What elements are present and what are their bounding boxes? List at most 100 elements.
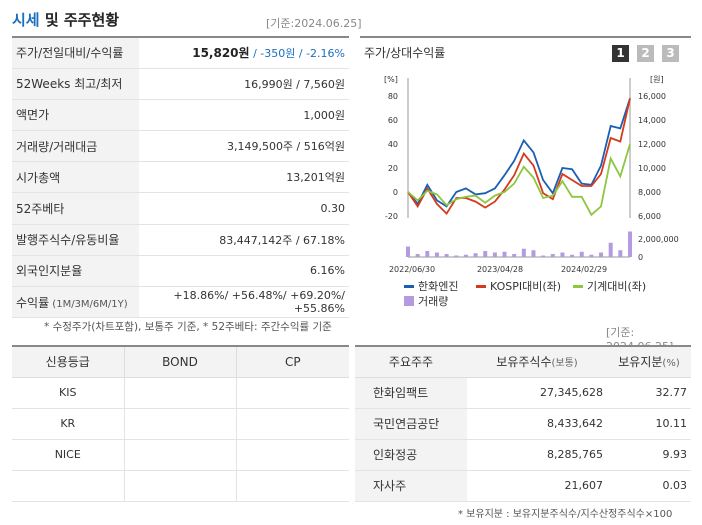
y-right-tick-label: 10,000 [638, 164, 666, 173]
series-line-1 [407, 98, 631, 208]
legend-swatch [404, 296, 414, 306]
volume-bar [570, 254, 575, 257]
volume-tick-label: 2,000,000 [638, 235, 679, 244]
volume-bar [541, 255, 546, 257]
y-left-tick-label: 40 [388, 140, 398, 149]
table-row: 52주베타 0.30 [12, 192, 349, 225]
volume-bar [406, 246, 410, 257]
shares-cell: 8,433,642 [467, 408, 607, 440]
column-header: CP [235, 346, 349, 378]
stake-cell: 10.11 [607, 408, 691, 440]
volume-bar [434, 252, 439, 257]
volume-bar [579, 251, 584, 257]
series-line-3 [407, 143, 631, 217]
price-chart: [%] [원] 80 60 40 20 0 -20 16,000 14,000 12,000 10,0… [384, 75, 679, 308]
bond-cell [123, 439, 236, 471]
table-row: 시가총액 13,201억원 [12, 161, 349, 194]
section-title: 시세 및 주주현황 [12, 11, 120, 29]
row-value: 0.30 [139, 192, 349, 225]
volume-bar [492, 252, 497, 257]
holder-name: 자사주 [355, 470, 467, 502]
stake-cell: 9.93 [607, 439, 691, 471]
shares-cell: 21,607 [467, 470, 607, 502]
return-value: +18.86%/ +56.48%/ +69.20%/ +55.86% [139, 286, 349, 319]
stake-cell: 32.77 [607, 377, 691, 409]
agency-cell: KR [12, 408, 124, 440]
row-label: 발행주식수/유동비율 [12, 224, 139, 256]
row-value: 6.16% [139, 255, 349, 288]
y-left-unit: [%] [384, 75, 398, 84]
quote-date: [기준:2024.06.25] [266, 17, 362, 30]
legend-label: 거래량 [418, 295, 448, 308]
y-right-tick-label: 8,000 [638, 188, 661, 197]
bond-cell [123, 408, 236, 440]
volume-bar [521, 248, 526, 257]
period-tab-1[interactable]: 1 [612, 45, 629, 62]
holder-name: 한화임팩트 [355, 377, 467, 409]
chart-panel: 주가/상대수익률 1 2 3 [%] [원] 80 60 40 20 0 -20 16,000 1… [360, 36, 691, 314]
row-label: 52Weeks 최고/최저 [12, 68, 139, 100]
shares-cell: 8,285,765 [467, 439, 607, 471]
bond-cell [123, 377, 236, 409]
table-row: 자사주 21,607 0.03 [355, 470, 691, 502]
agency-cell [12, 470, 124, 502]
x-tick-label: 2022/06/30 [389, 265, 435, 274]
volume-bar [531, 250, 536, 257]
y-right-unit: [원] [650, 75, 664, 84]
volume-bar [483, 251, 488, 257]
bond-cell [123, 470, 236, 502]
table-row: 수익률 (1M/3M/6M/1Y) +18.86%/ +56.48%/ +69.… [12, 286, 349, 319]
agency-cell: KIS [12, 377, 124, 409]
column-header: BOND [123, 346, 236, 378]
table-header-row: 신용등급 BOND CP [12, 346, 349, 378]
legend-label: KOSPI대비(좌) [490, 280, 561, 293]
column-header: 신용등급 [12, 346, 124, 378]
table-row: NICE [12, 439, 349, 471]
period-tab-2[interactable]: 2 [637, 45, 654, 62]
row-value: 83,447,142주 / 67.18% [139, 224, 349, 256]
volume-bar [473, 253, 478, 257]
volume-bar [618, 250, 623, 257]
y-left-tick-label: 0 [393, 188, 398, 197]
y-right-tick-label: 12,000 [638, 140, 666, 149]
price-value: 15,820원 / -350원 / -2.16% [139, 37, 349, 69]
table-row: 인화정공 8,285,765 9.93 [355, 439, 691, 471]
volume-tick-label: 0 [638, 253, 643, 262]
shareholders-table: 주요주주 보유주식수(보통) 보유지분(%) 한화임팩트 27,345,628 … [355, 345, 691, 502]
x-tick-label: 2023/04/28 [477, 265, 523, 274]
y-left-tick-label: 80 [388, 92, 398, 101]
y-left-tick-label: -20 [385, 212, 398, 221]
stake-cell: 0.03 [607, 470, 691, 502]
y-right-tick-label: 14,000 [638, 116, 666, 125]
holder-name: 국민연금공단 [355, 408, 467, 440]
column-header: 주요주주 [355, 346, 467, 378]
agency-cell: NICE [12, 439, 124, 471]
chart-title: 주가/상대수익률 [364, 46, 446, 60]
column-header: 보유지분(%) [607, 346, 691, 378]
volume-bar [425, 251, 430, 257]
row-label: 주가/전일대비/수익률 [12, 37, 139, 69]
quote-note: * 수정주가(차트포함), 보통주 기준, * 52주베타: 주간수익률 기준 [44, 321, 332, 333]
cp-cell [235, 408, 349, 440]
legend-swatch [476, 285, 486, 288]
table-row: 거래량/거래대금 3,149,500주 / 516억원 [12, 130, 349, 163]
table-row: KIS [12, 377, 349, 409]
table-row: 발행주식수/유동비율 83,447,142주 / 67.18% [12, 224, 349, 256]
volume-bar [463, 254, 468, 257]
x-tick-label: 2024/02/29 [561, 265, 607, 274]
volume-bar [628, 231, 632, 257]
row-label: 시가총액 [12, 161, 139, 194]
row-value: 16,990원 / 7,560원 [139, 68, 349, 100]
volume-bar [589, 254, 594, 257]
cp-cell [235, 470, 349, 502]
volume-bar [608, 242, 613, 257]
table-row: 52Weeks 최고/최저 16,990원 / 7,560원 [12, 68, 349, 100]
period-tab-3[interactable]: 3 [662, 45, 679, 62]
volume-bar [599, 252, 604, 257]
holder-name: 인화정공 [355, 439, 467, 471]
row-label: 액면가 [12, 99, 139, 132]
y-left-tick-label: 60 [388, 116, 398, 125]
series-line-2 [407, 98, 631, 216]
y-left-tick-label: 20 [388, 164, 398, 173]
row-label: 거래량/거래대금 [12, 130, 139, 163]
